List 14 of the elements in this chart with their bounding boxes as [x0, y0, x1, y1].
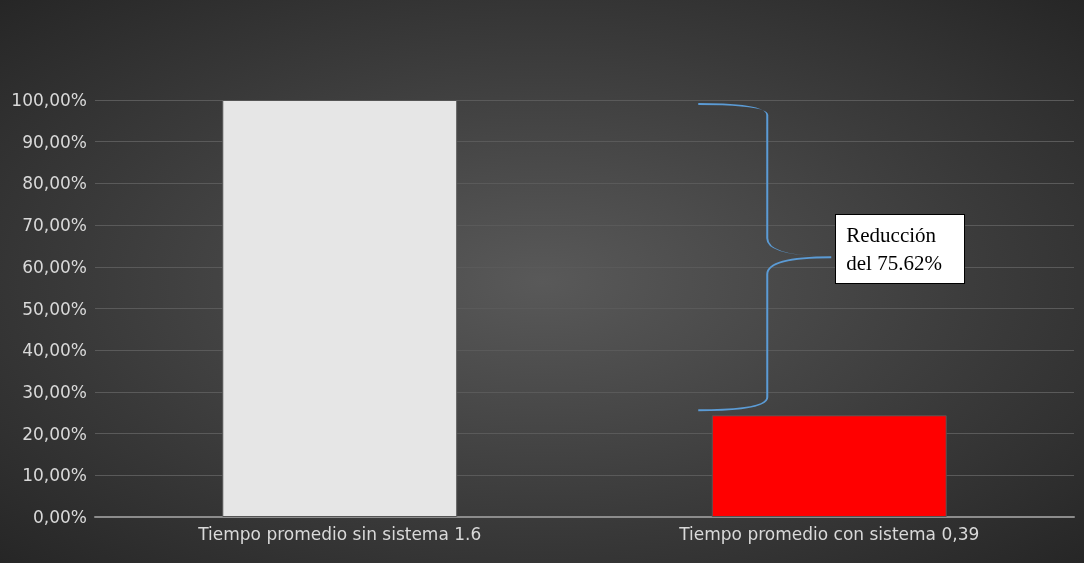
y-tick-label: 70,00%	[22, 215, 87, 236]
annotation: Reducción del 75.62%	[835, 214, 966, 285]
y-tick-label: 10,00%	[22, 465, 87, 486]
y-tick-label: 60,00%	[22, 256, 87, 277]
x-tick-label: Tiempo promedio sin sistema 1.6	[197, 523, 482, 544]
y-tick-label: 90,00%	[22, 131, 87, 152]
y-tick-label: 40,00%	[22, 340, 87, 361]
y-tick-label: 20,00%	[22, 423, 87, 444]
y-tick-label: 80,00%	[22, 173, 87, 194]
y-tick-label: 30,00%	[22, 381, 87, 402]
y-tick-label: 100,00%	[11, 90, 87, 110]
y-tick-label: 50,00%	[22, 298, 87, 319]
y-tick-label: 0,00%	[32, 507, 87, 527]
x-tick-label: Tiempo promedio con sistema 0,39	[678, 523, 980, 544]
